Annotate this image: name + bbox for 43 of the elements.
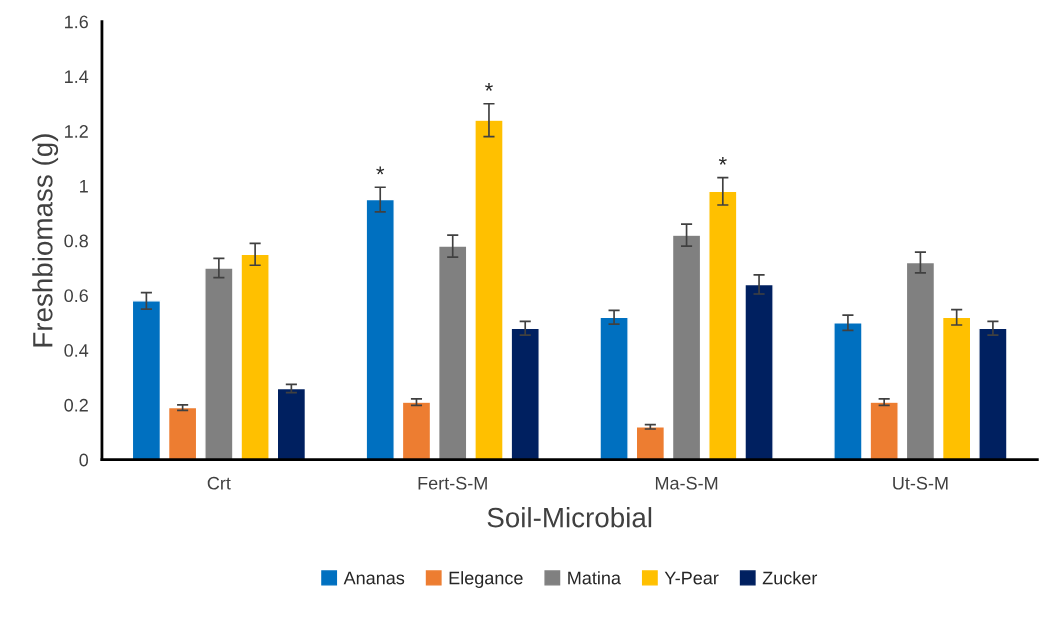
legend-label: Ananas bbox=[343, 571, 405, 585]
bar bbox=[869, 401, 899, 460]
data-label: * bbox=[718, 157, 727, 165]
legend-label: Zucker bbox=[762, 571, 818, 585]
x-tick-label: Ma-S-M bbox=[655, 476, 718, 490]
x-tick-label: Ut-S-M bbox=[893, 476, 948, 490]
x-tick-label: Crt bbox=[207, 476, 231, 490]
y-tick-label: 1.4 bbox=[65, 70, 89, 83]
bar bbox=[365, 198, 395, 460]
y-tick-label: 1.6 bbox=[65, 15, 88, 29]
bar bbox=[474, 119, 504, 460]
bar bbox=[635, 426, 666, 460]
y-tick-label: 0.6 bbox=[64, 289, 88, 303]
bar bbox=[204, 267, 234, 460]
y-tick-label: 0.8 bbox=[64, 234, 88, 248]
bar bbox=[744, 283, 774, 460]
legend-label: Elegance bbox=[449, 571, 523, 588]
y-tick-label: 0.2 bbox=[64, 398, 88, 412]
bar bbox=[131, 300, 162, 460]
bar bbox=[941, 316, 972, 460]
y-tick-label: 1.2 bbox=[65, 125, 88, 138]
bar bbox=[240, 253, 270, 460]
bar bbox=[599, 316, 629, 460]
x-tick-label: Fert-S-M bbox=[418, 476, 487, 490]
bar bbox=[905, 261, 936, 460]
bar bbox=[276, 387, 307, 460]
bar bbox=[671, 234, 702, 460]
y-tick-label: 0.4 bbox=[64, 344, 89, 357]
legend-label: Y-Pear bbox=[664, 571, 719, 585]
bar bbox=[510, 327, 540, 460]
bar bbox=[167, 406, 198, 460]
bar bbox=[401, 401, 432, 460]
x-axis-title: Soil-Microbial bbox=[487, 507, 652, 528]
bar bbox=[833, 322, 863, 460]
bar bbox=[978, 327, 1008, 460]
y-tick-label: 1 bbox=[80, 179, 88, 193]
legend-label: Matina bbox=[568, 571, 621, 585]
bar bbox=[437, 245, 468, 460]
bar bbox=[708, 190, 738, 460]
data-label: * bbox=[485, 83, 493, 91]
y-axis-title: Freshbiomass (g) bbox=[32, 134, 59, 347]
data-label: * bbox=[376, 166, 385, 175]
y-tick-label: 0 bbox=[79, 453, 89, 467]
